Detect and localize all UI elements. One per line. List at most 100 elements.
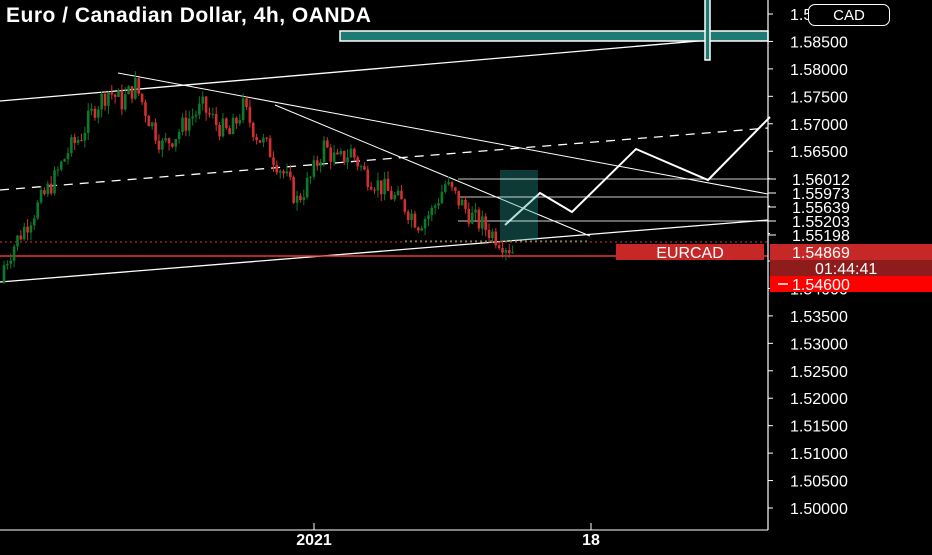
candle-body xyxy=(443,184,447,192)
level-label: 1.55203 xyxy=(792,214,850,231)
candle-body xyxy=(80,139,83,141)
last-price-label: 1.54869 xyxy=(792,245,850,262)
candle-body xyxy=(353,148,356,158)
candle-body xyxy=(130,86,134,99)
candle-body xyxy=(319,162,322,166)
candle-body xyxy=(423,219,427,229)
trendline-lower xyxy=(274,104,591,237)
candle-body xyxy=(329,147,333,162)
candle-body xyxy=(363,166,366,170)
candle-body xyxy=(26,226,29,233)
candle-body xyxy=(366,169,370,187)
candle-body xyxy=(265,137,269,139)
candle-body xyxy=(238,120,242,124)
candle-body xyxy=(123,94,127,110)
candle-body xyxy=(12,246,16,261)
candle-body xyxy=(228,128,231,135)
candle-body xyxy=(302,197,306,201)
candle-body xyxy=(218,125,221,137)
candle-body xyxy=(103,93,107,106)
candle-body xyxy=(171,143,174,147)
candle-body xyxy=(2,265,6,283)
candle-body xyxy=(339,150,343,155)
candle-body xyxy=(245,98,248,107)
candle-body xyxy=(46,183,50,195)
candle-body xyxy=(66,153,70,160)
candle-body xyxy=(305,177,309,198)
candle-body xyxy=(36,202,39,219)
candle-body xyxy=(359,166,363,168)
candle-body xyxy=(167,138,171,144)
candle-body xyxy=(16,235,19,247)
candle-body xyxy=(9,260,13,264)
candle-body xyxy=(278,171,282,173)
candle-body xyxy=(289,171,292,178)
price-tick-label: 1.58500 xyxy=(790,34,848,51)
candle-body xyxy=(315,160,319,166)
time-axis: 2021 18 xyxy=(0,523,768,549)
candle-body xyxy=(73,137,77,144)
candle-body xyxy=(208,112,211,115)
candle-body xyxy=(191,116,194,119)
candle-body xyxy=(154,122,157,141)
symbol-tag: EURCAD xyxy=(656,245,724,262)
candle-body xyxy=(373,189,376,191)
candle-body xyxy=(417,227,420,231)
price-tick-label: 1.56500 xyxy=(790,144,848,161)
candle-body xyxy=(181,117,184,132)
candle-body xyxy=(447,182,450,185)
candle-body xyxy=(346,157,349,163)
chart-title: Euro / Canadian Dollar, 4h, OANDA xyxy=(6,4,372,27)
candle-body xyxy=(33,218,36,226)
candle-body xyxy=(113,94,117,98)
candle-body xyxy=(282,171,285,174)
candle-body xyxy=(22,226,26,240)
currency-badge[interactable]: CAD xyxy=(808,4,890,26)
candle-body xyxy=(214,114,218,126)
candle-body xyxy=(299,195,302,201)
candle-body xyxy=(187,118,191,131)
candle-body xyxy=(262,137,265,143)
candle-body xyxy=(386,178,390,191)
price-tick-label: 1.53500 xyxy=(790,309,848,326)
candle-body xyxy=(507,250,511,253)
candle-body xyxy=(221,118,225,137)
projection-path xyxy=(504,116,771,226)
level-label-bg xyxy=(770,227,926,243)
candle-body xyxy=(231,117,235,135)
candle-body xyxy=(29,225,33,233)
candle-body xyxy=(184,117,188,131)
candle-body xyxy=(100,93,103,110)
candle-body xyxy=(248,106,252,123)
candle-body xyxy=(268,138,272,158)
channel-bottom-line xyxy=(0,219,769,283)
candle-body xyxy=(491,231,494,239)
candle-body xyxy=(63,159,66,162)
candle-body xyxy=(251,122,255,138)
candle-body xyxy=(309,176,312,178)
candle-body xyxy=(97,109,100,118)
candle-body xyxy=(285,171,289,174)
candle-body xyxy=(336,152,339,155)
candle-body xyxy=(56,169,60,171)
candle-body xyxy=(127,86,130,95)
candle-body xyxy=(457,190,461,206)
current-price-label: 1.54600 xyxy=(792,277,850,294)
candle-body xyxy=(174,139,178,147)
candle-body xyxy=(59,161,63,170)
candle-body xyxy=(481,216,484,229)
candle-body xyxy=(470,212,474,224)
candle-body xyxy=(198,103,201,115)
countdown-label: 01:44:41 xyxy=(815,261,877,278)
teal-rectangle xyxy=(339,30,769,42)
candle-body xyxy=(497,245,501,249)
candle-body xyxy=(477,209,481,229)
candle-body xyxy=(326,140,329,148)
candle-body xyxy=(410,213,413,220)
candle-body xyxy=(107,92,110,106)
candle-body xyxy=(322,140,326,163)
price-tick-label: 1.50500 xyxy=(790,474,848,491)
